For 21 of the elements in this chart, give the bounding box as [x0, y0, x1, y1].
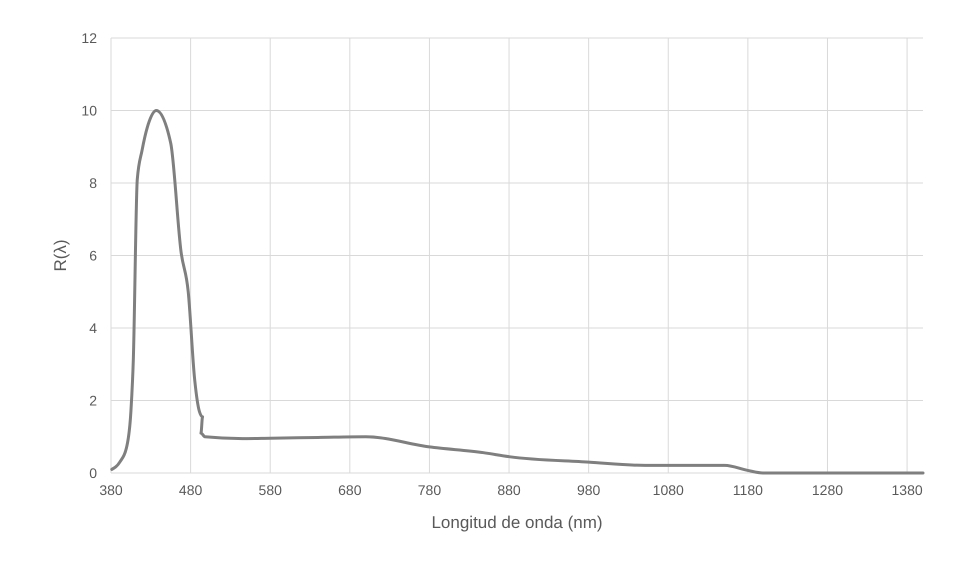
x-tick-label: 580: [258, 482, 282, 498]
line-series: [110, 109, 924, 474]
x-tick-label: 1380: [892, 482, 923, 498]
y-tick-label: 8: [89, 175, 98, 191]
y-tick-label: 12: [81, 30, 98, 46]
x-tick-label: 1080: [652, 482, 684, 498]
x-tick-label: 380: [99, 482, 123, 498]
x-tick-label: 780: [418, 482, 442, 498]
y-tick-label: 10: [81, 102, 98, 118]
x-tick-label: 880: [497, 482, 521, 498]
y-tick-label: 4: [89, 320, 98, 336]
x-tick-label: 1280: [812, 482, 844, 498]
y-axis-title: R(λ): [51, 239, 70, 272]
x-tick-label: 1180: [732, 482, 764, 498]
y-tick-label: 0: [89, 465, 98, 481]
x-tick-label: 480: [178, 482, 202, 498]
x-tick-label: 680: [338, 482, 362, 498]
y-tick-label: 2: [89, 392, 98, 408]
x-axis-title: Longitud de onda (nm): [431, 513, 603, 532]
x-tick-label: 980: [576, 482, 601, 498]
y-tick-label: 6: [89, 248, 98, 264]
